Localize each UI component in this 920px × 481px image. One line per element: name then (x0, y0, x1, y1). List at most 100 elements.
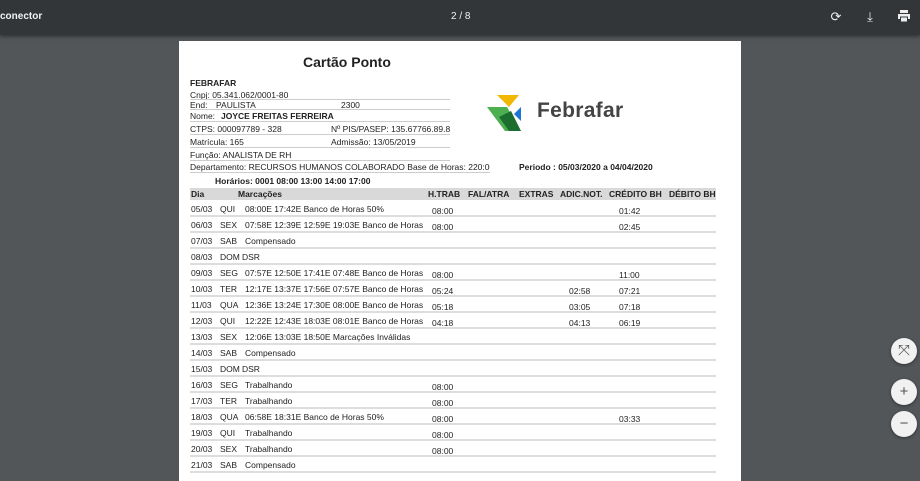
day-cell: 10/03 (191, 284, 213, 294)
col-htrab: H.TRAB (428, 189, 461, 199)
weekday-cell: SEX (220, 220, 238, 230)
htrab-cell: 08:00 (432, 430, 454, 440)
pis-pasep: Nº PIS/PASEP: 135.67766.89.8 (331, 124, 451, 134)
day-cell: 07/03 (191, 236, 213, 246)
day-cell: 20/03 (191, 444, 213, 454)
marcacoes-cell: Trabalhando (245, 396, 293, 406)
htrab-cell: 08:00 (432, 206, 454, 216)
weekday-cell: SAB (220, 460, 238, 470)
htrab-cell: 08:00 (432, 414, 454, 424)
day-cell: 18/03 (191, 412, 213, 422)
marcacoes-cell: Compensado (245, 236, 296, 246)
marcacoes-cell: 06:58E 18:31E Banco de Horas 50% (245, 412, 384, 422)
table-row: 08/03 DOM DSR (190, 249, 716, 265)
table-row: 09/03 SEG 07:57E 12:50E 17:41E 07:48E Banc… (190, 265, 716, 281)
marcacoes-cell: 12:17E 13:37E 17:56E 07:57E Banco de Hor… (245, 284, 424, 294)
rotate-icon[interactable]: ⟳ (830, 9, 842, 24)
table-row: 16/03 SEG Trabalhando 08:00 (190, 377, 716, 393)
address-number: 2300 (341, 100, 360, 110)
table-row: 20/03 SEX Trabalhando 08:00 (190, 441, 716, 457)
marcacoes-cell: 12:22E 12:43E 18:03E 08:01E Banco de Hor… (245, 316, 424, 326)
table-row: 19/03 QUI Trabalhando 08:00 (190, 425, 716, 441)
table-row: 15/03 DOM DSR (190, 361, 716, 377)
table-row: 06/03 SEX 07:58E 12:39E 12:59E 19:03E Banc… (190, 217, 716, 233)
table-header: Dia Marcações H.TRAB FAL/ATRA EXTRAS ADI… (190, 188, 716, 200)
htrab-cell: 08:00 (432, 398, 454, 408)
credito-bh-cell: 07:21 (619, 286, 641, 296)
htrab-cell: 04:18 (432, 318, 454, 328)
htrab-cell: 08:00 (432, 222, 454, 232)
marcacoes-cell: 12:36E 13:24E 17:30E 08:00E Banco de Hor… (245, 300, 424, 310)
document-title: conector (0, 11, 43, 22)
page-title: Cartão Ponto (303, 54, 391, 70)
zoom-in-icon[interactable]: + (891, 379, 917, 405)
name-label: Nome: (190, 111, 216, 121)
table-row: 10/03 TER 12:17E 13:37E 17:56E 07:57E Banc… (190, 281, 716, 297)
col-extras: EXTRAS (519, 189, 554, 199)
logo-text: Febrafar (537, 99, 624, 122)
weekday-cell: SEX (220, 332, 238, 342)
funcao: Função: ANALISTA DE RH (190, 150, 292, 160)
marcacoes-cell: Trabalhando (245, 380, 293, 390)
pdf-toolbar: conector 2 / 8 ⟳ ⤓ (0, 0, 920, 35)
download-icon[interactable]: ⤓ (867, 9, 873, 24)
day-cell: 17/03 (191, 396, 213, 406)
day-cell: 12/03 (191, 316, 213, 326)
adic-not-cell: 02:58 (569, 286, 591, 296)
credito-bh-cell: 07:18 (619, 302, 641, 312)
day-cell: 06/03 (191, 220, 213, 230)
credito-bh-cell: 01:42 (619, 206, 641, 216)
weekday-cell: QUI (220, 204, 236, 214)
print-icon[interactable] (896, 9, 912, 25)
weekday-cell: DOM (220, 364, 240, 374)
weekday-cell: SAB (220, 236, 238, 246)
marcacoes-cell: DSR (242, 252, 260, 262)
marcacoes-cell: Trabalhando (245, 444, 293, 454)
marcacoes-cell: Trabalhando (245, 428, 293, 438)
credito-bh-cell: 02:45 (619, 222, 641, 232)
fit-to-page-icon[interactable]: ⤧ (891, 338, 917, 364)
weekday-cell: TER (220, 396, 237, 406)
day-cell: 08/03 (191, 252, 213, 262)
employee-name: JOYCE FREITAS FERREIRA (221, 111, 334, 121)
marcacoes-cell: Compensado (245, 348, 296, 358)
table-row: 18/03 QUA 06:58E 18:31E Banco de Horas 50%… (190, 409, 716, 425)
marcacoes-cell: Compensado (245, 460, 296, 470)
table-row: 07/03 SAB Compensado (190, 233, 716, 249)
htrab-cell: 08:00 (432, 382, 454, 392)
htrab-cell: 08:00 (432, 270, 454, 280)
weekday-cell: QUI (220, 316, 236, 326)
weekday-cell: SEG (220, 380, 238, 390)
page-indicator: 2 / 8 (451, 11, 471, 22)
weekday-cell: SEX (220, 444, 238, 454)
col-adic-not: ADIC.NOT. (560, 189, 603, 199)
credito-bh-cell: 06:19 (619, 318, 641, 328)
col-credito-bh: CRÉDITO BH (609, 189, 662, 199)
weekday-cell: SEG (220, 268, 238, 278)
htrab-cell: 05:18 (432, 302, 454, 312)
admissao: Admissão: 13/05/2019 (331, 137, 416, 147)
weekday-cell: QUA (220, 412, 239, 422)
address-value: PAULISTA (216, 100, 256, 110)
zoom-out-icon[interactable]: − (891, 411, 917, 437)
address-label: End: (190, 100, 208, 110)
weekday-cell: DOM (220, 252, 240, 262)
adic-not-cell: 03:05 (569, 302, 591, 312)
table-row: 14/03 SAB Compensado (190, 345, 716, 361)
weekday-cell: QUI (220, 428, 236, 438)
table-row: 21/03 SAB Compensado (190, 457, 716, 473)
htrab-cell: 08:00 (432, 446, 454, 456)
marcacoes-cell: 07:58E 12:39E 12:59E 19:03E Banco de Hor… (245, 220, 424, 230)
htrab-cell: 05:24 (432, 286, 454, 296)
col-fal-atra: FAL/ATRA (468, 189, 510, 199)
weekday-cell: TER (220, 284, 237, 294)
table-row: 11/03 QUA 12:36E 13:24E 17:30E 08:00E Banc… (190, 297, 716, 313)
matricula: Matrícula: 165 (190, 137, 244, 147)
day-cell: 14/03 (191, 348, 213, 358)
day-cell: 09/03 (191, 268, 213, 278)
credito-bh-cell: 03:33 (619, 414, 641, 424)
marcacoes-cell: 07:57E 12:50E 17:41E 07:48E Banco de Hor… (245, 268, 424, 278)
day-cell: 13/03 (191, 332, 213, 342)
periodo: Periodo : 05/03/2020 a 04/04/2020 (519, 162, 653, 172)
ctps: CTPS: 000097789 - 328 (190, 124, 282, 134)
